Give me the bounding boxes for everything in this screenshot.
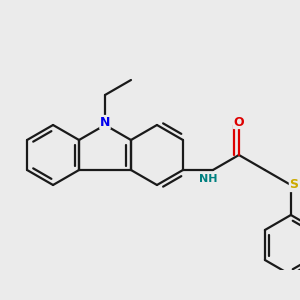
Text: N: N: [100, 116, 110, 128]
Text: NH: NH: [199, 174, 217, 184]
Text: S: S: [290, 178, 298, 191]
Text: O: O: [234, 116, 244, 128]
